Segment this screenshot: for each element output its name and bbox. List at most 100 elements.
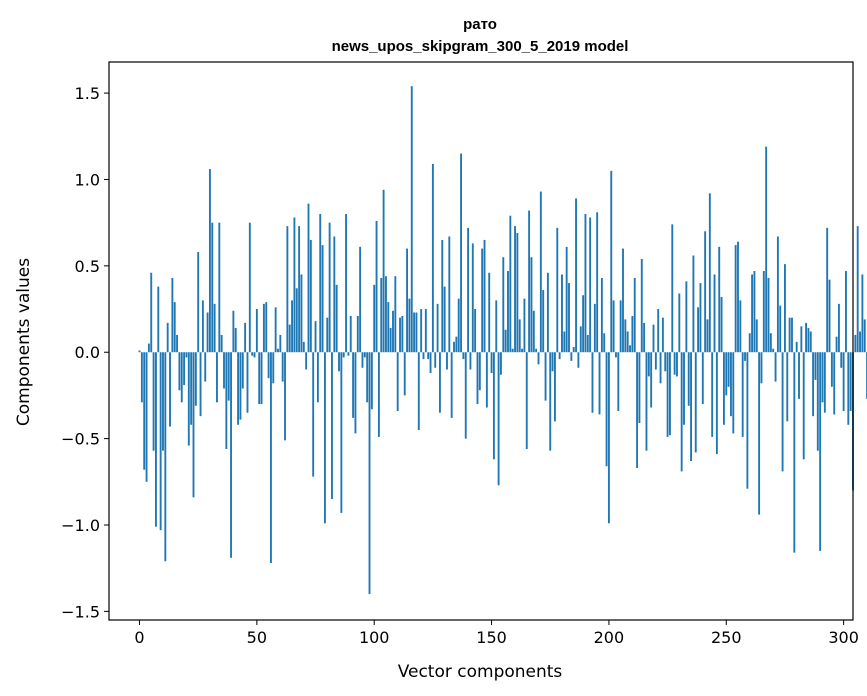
bar: [636, 352, 639, 468]
bar: [715, 352, 718, 455]
bar: [640, 258, 643, 353]
bar: [565, 246, 568, 353]
bar: [539, 191, 542, 353]
bar: [368, 352, 371, 595]
bar: [352, 352, 355, 418]
bar: [706, 319, 709, 353]
bar: [835, 336, 838, 353]
bar: [586, 334, 589, 353]
bar: [652, 324, 655, 353]
bar: [208, 169, 211, 353]
bar: [528, 210, 531, 353]
bar: [495, 300, 498, 353]
bar: [530, 257, 533, 353]
bar: [436, 303, 439, 353]
bar: [568, 283, 570, 353]
bar: [767, 277, 770, 353]
x-tick-label: 200: [594, 628, 625, 647]
bar: [692, 255, 695, 353]
bar: [272, 352, 275, 384]
bar: [284, 352, 286, 441]
bar: [549, 352, 552, 451]
bar: [500, 352, 502, 375]
bar: [647, 352, 650, 377]
bar: [507, 271, 509, 353]
bar: [788, 317, 791, 353]
bar: [671, 224, 674, 353]
bar: [190, 352, 193, 425]
bar: [169, 352, 171, 427]
bar: [295, 288, 298, 353]
bar: [467, 227, 470, 353]
bar: [711, 352, 714, 437]
bar: [145, 352, 148, 482]
bar: [361, 352, 364, 368]
bar: [389, 328, 392, 353]
bar: [492, 352, 495, 460]
bar: [307, 203, 310, 353]
bar: [187, 352, 190, 446]
bar: [185, 352, 188, 358]
bar: [626, 331, 629, 353]
y-axis-ticks: −1.5 −1.0 −0.5 0.0 0.5 1.0 1.5: [61, 84, 109, 621]
bar: [563, 331, 566, 353]
bar: [746, 352, 749, 489]
bar: [314, 321, 317, 353]
bar: [849, 352, 852, 411]
bar: [424, 309, 427, 353]
bar: [598, 352, 601, 415]
bar: [814, 352, 817, 380]
bar: [377, 352, 380, 437]
bar: [464, 352, 467, 439]
bar: [194, 352, 197, 406]
bar: [673, 352, 676, 375]
bar: [762, 271, 765, 353]
bar: [152, 352, 155, 451]
bar: [281, 352, 284, 382]
bar: [420, 309, 423, 353]
bar: [401, 315, 404, 353]
bar: [333, 236, 336, 353]
bar: [633, 277, 636, 353]
bar: [262, 303, 265, 353]
y-axis-label: Components values: [14, 258, 34, 426]
bar: [610, 170, 613, 353]
bar: [162, 352, 164, 451]
bar: [450, 352, 453, 418]
bar: [171, 277, 174, 353]
bar: [178, 352, 181, 391]
bar: [725, 352, 728, 396]
bar: [232, 310, 235, 353]
bar: [812, 352, 815, 417]
bar: [577, 352, 580, 368]
bar: [338, 352, 340, 372]
bar: [823, 352, 826, 413]
bar: [359, 246, 362, 353]
bar: [218, 222, 221, 353]
bar: [434, 352, 437, 368]
bar: [204, 352, 207, 382]
y-tick-label: 1.5: [75, 84, 100, 103]
bar: [227, 352, 230, 401]
bar: [267, 352, 270, 379]
bar: [497, 352, 500, 486]
bar: [155, 352, 157, 527]
bar: [722, 352, 725, 425]
bar: [417, 352, 420, 430]
bar: [201, 300, 204, 353]
bar: [164, 352, 167, 562]
bar: [786, 352, 789, 422]
bar: [769, 333, 772, 353]
bar: [305, 352, 308, 370]
bar: [241, 352, 244, 389]
y-tick-label: −0.5: [61, 430, 100, 449]
bar: [478, 352, 481, 391]
bar: [807, 328, 810, 353]
x-axis-label: Vector components: [398, 662, 563, 682]
bar: [842, 352, 845, 411]
bar: [546, 272, 549, 353]
bar: [650, 352, 653, 408]
bar: [213, 303, 216, 353]
bar: [664, 352, 667, 372]
bar: [356, 315, 359, 353]
